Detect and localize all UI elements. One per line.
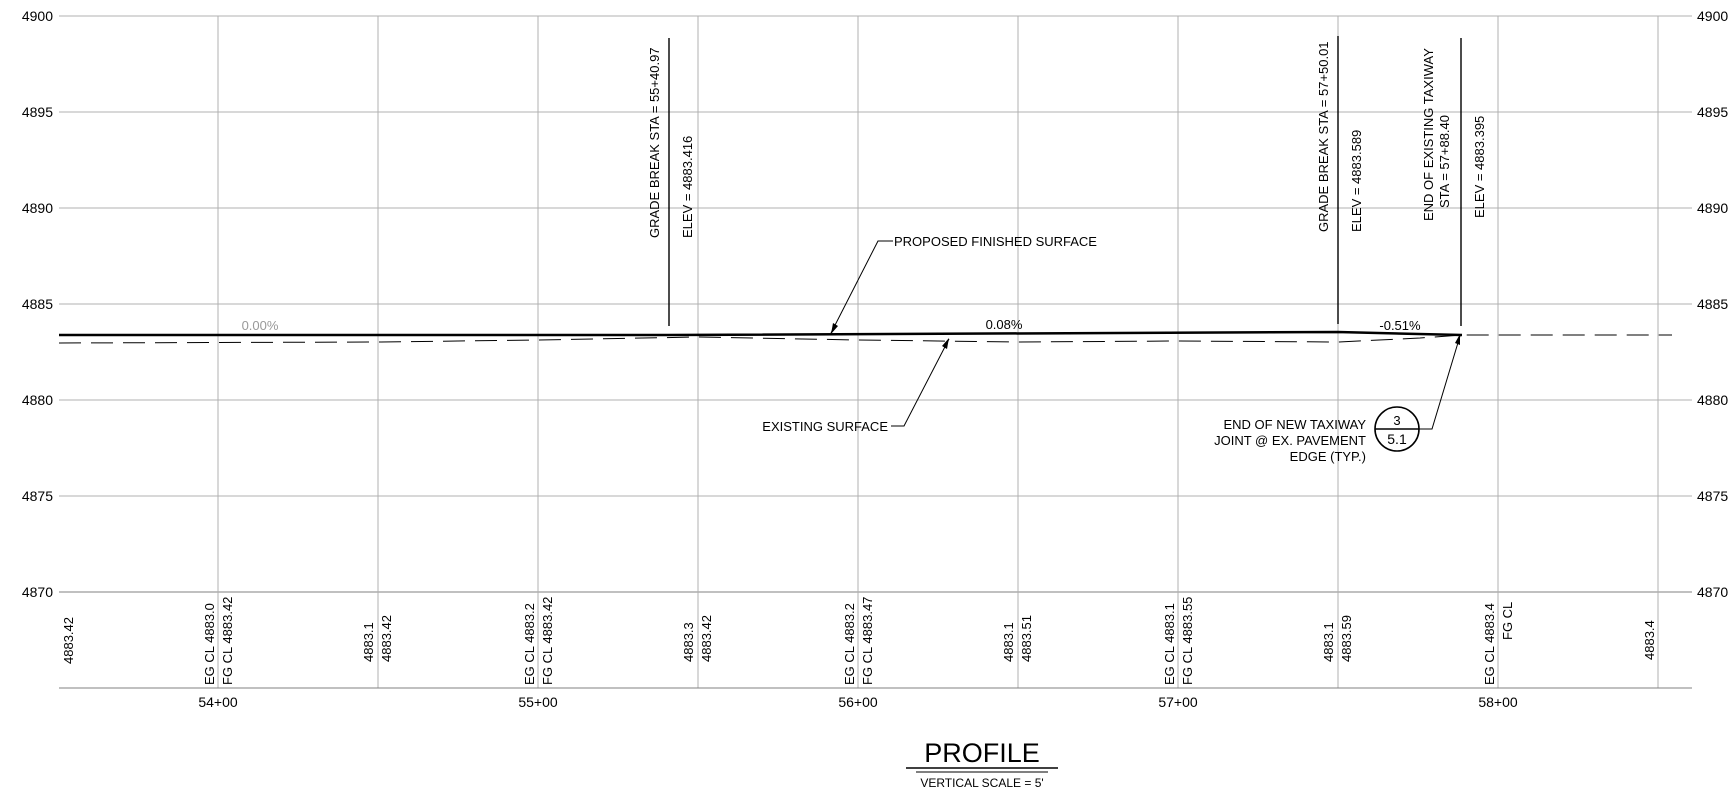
detail-number: 3 [1393, 413, 1400, 428]
y-tick-label: 4885 [22, 296, 53, 312]
grade-break-1-station: GRADE BREAK STA = 55+40.97 [647, 47, 662, 238]
elev-label: FG CL 4883.42 [220, 597, 235, 685]
station-labels: 54+00 55+00 56+00 57+00 58+00 [198, 694, 1518, 710]
horizontal-grid [59, 15, 1692, 593]
proposed-surface-arrowhead [831, 323, 838, 334]
y-tick-label: 4890 [1697, 200, 1728, 216]
y-tick-label: 4900 [1697, 8, 1728, 24]
existing-surface-label: EXISTING SURFACE [762, 419, 888, 434]
y-tick-label: 4885 [1697, 296, 1728, 312]
vertical-grid [217, 16, 1659, 688]
elev-label: 4883.42 [379, 615, 394, 662]
proposed-surface-line [59, 330, 1463, 337]
elev-label: EG CL 4883.2 [842, 603, 857, 685]
y-tick-label: 4875 [22, 488, 53, 504]
existing-surface-leader [891, 338, 950, 427]
elev-label: 4883.51 [1019, 615, 1034, 662]
elev-label: 4883.42 [699, 615, 714, 662]
elev-label: FG CL 4883.47 [860, 597, 875, 685]
elev-label: EG CL 4883.0 [202, 603, 217, 685]
y-tick-label: 4870 [22, 584, 53, 600]
detail-sheet: 5.1 [1387, 431, 1407, 447]
y-tick-label: 4880 [1697, 392, 1728, 408]
joint-arrowhead [1455, 334, 1460, 345]
elev-label: EG CL 4883.2 [522, 603, 537, 685]
elev-label: EG CL 4883.1 [1162, 603, 1177, 685]
joint-label-line3: EDGE (TYP.) [1290, 449, 1366, 464]
end-existing-line2: STA = 57+88.40 [1437, 115, 1452, 208]
drawing-title: PROFILE [924, 738, 1040, 768]
drawing-subtitle: VERTICAL SCALE = 5' [920, 776, 1043, 790]
elev-label: 4883.1 [1321, 622, 1336, 662]
y-tick-label: 4890 [22, 200, 53, 216]
elev-label: 4883.3 [681, 622, 696, 662]
grade-break-2-station: GRADE BREAK STA = 57+50.01 [1316, 41, 1331, 232]
proposed-surface-label: PROPOSED FINISHED SURFACE [894, 234, 1097, 249]
joint-label-line2: JOINT @ EX. PAVEMENT [1214, 433, 1366, 448]
elev-label: FG CL 4883.42 [540, 597, 555, 685]
grade-break-1-elevation: ELEV = 4883.416 [680, 136, 695, 238]
grade-break-2-elevation: ELEV = 4883.589 [1349, 130, 1364, 232]
existing-surface-arrowhead [942, 338, 949, 349]
grade-label-1: 0.00% [242, 318, 279, 333]
station-label: 57+00 [1158, 694, 1198, 710]
elev-label: FG CL 4883.55 [1180, 597, 1195, 685]
station-label: 54+00 [198, 694, 238, 710]
elev-label: 4883.1 [1001, 622, 1016, 662]
y-axis-left: 4900 4895 4890 4885 4880 4875 4870 [22, 8, 53, 600]
joint-label-line1: END OF NEW TAXIWAY [1223, 417, 1366, 432]
y-tick-label: 4870 [1697, 584, 1728, 600]
y-tick-label: 4900 [22, 8, 53, 24]
elev-label: 4883.42 [61, 617, 76, 664]
station-label: 56+00 [838, 694, 878, 710]
grade-label-3: -0.51% [1379, 318, 1421, 333]
elev-label: 4883.59 [1339, 615, 1354, 662]
joint-leader [1419, 335, 1461, 430]
proposed-surface-leader [830, 240, 893, 334]
elev-label: 4883.4 [1642, 620, 1657, 660]
elev-label: EG CL 4883.4 [1482, 603, 1497, 685]
end-existing-line1: END OF EXISTING TAXIWAY [1421, 48, 1436, 221]
elev-label: 4883.1 [361, 622, 376, 662]
y-tick-label: 4880 [22, 392, 53, 408]
y-tick-label: 4895 [1697, 104, 1728, 120]
y-tick-label: 4875 [1697, 488, 1728, 504]
station-label: 55+00 [518, 694, 558, 710]
station-label: 58+00 [1478, 694, 1518, 710]
y-axis-right: 4900 4895 4890 4885 4880 4875 4870 [1697, 8, 1728, 600]
existing-surface-line [58, 334, 1672, 344]
bottom-elevation-labels: 4883.42 EG CL 4883.0 FG CL 4883.42 4883.… [61, 597, 1657, 685]
end-existing-elevation: ELEV = 4883.395 [1472, 116, 1487, 218]
y-tick-label: 4895 [22, 104, 53, 120]
elev-label: FG CL [1500, 602, 1515, 640]
grade-label-2: 0.08% [986, 317, 1023, 332]
